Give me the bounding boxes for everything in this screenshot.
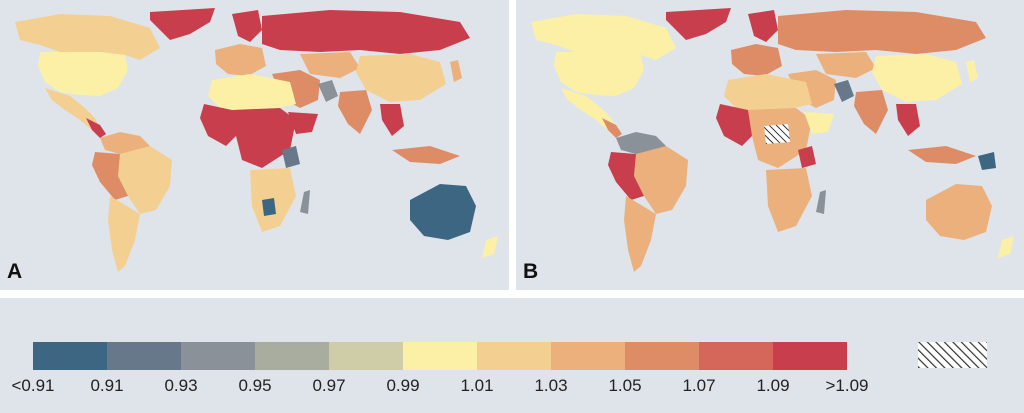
scale-swatch-0 <box>33 342 107 370</box>
east-africa-horn <box>804 112 834 134</box>
india <box>854 90 888 134</box>
map-panel-b: B <box>516 0 1024 290</box>
world-map-b <box>531 8 1014 272</box>
madagascar <box>816 190 826 214</box>
canada <box>15 14 160 60</box>
scale-tick-labels: <0.91 0.91 0.93 0.95 0.97 0.99 1.01 1.03 1.05 1.0… <box>0 376 1024 400</box>
scale-swatch-4 <box>329 342 403 370</box>
japan <box>450 60 462 82</box>
east-africa-small <box>798 146 816 168</box>
west-africa <box>716 104 756 146</box>
new-zealand <box>998 236 1014 258</box>
scale-tick-label: 0.95 <box>238 376 272 395</box>
central-america <box>86 118 106 138</box>
scale-swatch-5 <box>403 342 477 370</box>
papua <box>978 152 996 170</box>
scale-tick-label: 1.03 <box>534 376 568 395</box>
panel-label-b: B <box>523 260 539 283</box>
southeast-asia <box>896 104 920 136</box>
indonesia <box>908 146 976 164</box>
brazil <box>118 146 172 214</box>
greenland <box>666 8 731 40</box>
central-asia <box>816 52 876 78</box>
scale-tick-label: <0.91 <box>11 376 55 395</box>
scale-swatch-6 <box>477 342 551 370</box>
argentina-chile <box>108 196 140 272</box>
legend: <0.91 0.91 0.93 0.95 0.97 0.99 1.01 1.03 1.05 1.0… <box>0 298 1024 413</box>
scale-tick-label: >1.09 <box>825 376 869 395</box>
usa <box>554 52 644 96</box>
scale-tick-label: 0.93 <box>164 376 198 395</box>
usa <box>38 52 128 96</box>
southern-africa <box>766 168 812 232</box>
russia <box>778 10 986 54</box>
color-scale <box>33 342 847 370</box>
southern-africa-small <box>262 198 276 216</box>
scale-tick-label: 0.99 <box>386 376 420 395</box>
canada <box>531 14 676 60</box>
scandinavia <box>232 10 262 42</box>
no-data-region <box>764 124 790 144</box>
scale-tick-label: 1.01 <box>460 376 494 395</box>
central-africa <box>232 108 296 168</box>
peru-bolivia <box>92 152 128 200</box>
peru-bolivia <box>608 152 644 200</box>
madagascar <box>300 190 310 214</box>
scandinavia <box>748 10 778 42</box>
central-america <box>602 118 622 138</box>
colombia-venezuela <box>100 132 150 154</box>
west-africa <box>200 104 240 146</box>
no-data-hatch-key <box>918 342 987 368</box>
panel-label-a: A <box>7 260 23 283</box>
scale-swatch-9 <box>699 342 773 370</box>
australia <box>926 184 992 240</box>
arabia-small <box>318 80 338 102</box>
world-map-a <box>15 8 498 272</box>
north-africa <box>208 74 296 112</box>
mexico <box>561 88 616 130</box>
western-europe <box>731 44 782 76</box>
russia <box>262 10 470 54</box>
scale-tick-label: 0.91 <box>90 376 124 395</box>
arabia-small <box>834 80 854 102</box>
scale-swatch-7 <box>551 342 625 370</box>
argentina-chile <box>624 196 656 272</box>
greenland <box>150 8 215 40</box>
australia <box>410 184 476 240</box>
scale-swatch-3 <box>255 342 329 370</box>
china <box>356 54 446 102</box>
japan <box>966 60 978 82</box>
scale-swatch-2 <box>181 342 255 370</box>
central-asia <box>300 52 360 78</box>
scale-tick-label: 1.09 <box>756 376 790 395</box>
scale-tick-label: 1.07 <box>682 376 716 395</box>
colombia-venezuela <box>616 132 666 154</box>
scale-tick-label: 1.05 <box>608 376 642 395</box>
brazil <box>634 146 688 214</box>
mexico <box>45 88 100 130</box>
north-africa <box>724 74 812 112</box>
east-africa-horn <box>288 112 318 134</box>
indonesia <box>392 146 460 164</box>
scale-swatch-8 <box>625 342 699 370</box>
western-europe <box>215 44 266 76</box>
east-africa-small <box>282 146 300 168</box>
scale-swatch-1 <box>107 342 181 370</box>
scale-swatch-10 <box>773 342 847 370</box>
scale-tick-label: 0.97 <box>312 376 346 395</box>
map-panel-a: A <box>0 0 509 290</box>
india <box>338 90 372 134</box>
southeast-asia <box>380 104 404 136</box>
china <box>872 54 962 102</box>
new-zealand <box>482 236 498 258</box>
